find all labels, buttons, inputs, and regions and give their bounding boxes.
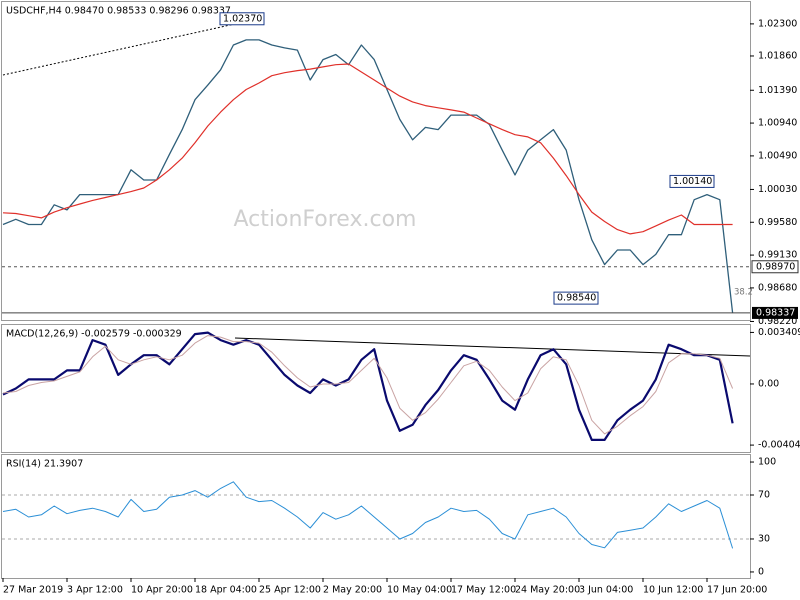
y-tick-label: 1.00940 xyxy=(758,118,797,129)
watermark: ActionForex.com xyxy=(234,207,417,232)
y-tick-label: 1.02300 xyxy=(758,18,797,29)
level-box xyxy=(751,260,799,274)
y-tick-label: 0.99130 xyxy=(758,250,797,261)
rsi-panel xyxy=(1,454,751,579)
series-line xyxy=(2,335,734,435)
y-tick-label: 70 xyxy=(758,490,770,501)
y-tick-label: 1.00490 xyxy=(758,150,797,161)
annotation-label: 0.98540 xyxy=(557,293,596,304)
y-tick-label: 0.99580 xyxy=(758,217,797,228)
y-tick-label: 0.98680 xyxy=(758,282,797,293)
x-tick-label: 17 Jun 20:00 xyxy=(707,585,767,596)
y-tick-label: 1.00030 xyxy=(758,184,797,195)
x-tick-label: 3 Jun 04:00 xyxy=(579,585,633,596)
y-tick-label: 0.98220 xyxy=(758,316,797,327)
x-tick-label: 3 Apr 12:00 xyxy=(67,585,123,596)
macd-panel xyxy=(1,324,751,453)
trend-line xyxy=(2,17,263,76)
x-tick-label: 18 Apr 04:00 xyxy=(195,585,257,596)
series-line xyxy=(2,63,733,235)
fib-label: 38.2 xyxy=(734,288,753,298)
x-tick-label: 10 May 04:00 xyxy=(387,585,452,596)
y-tick-label: 0 xyxy=(758,566,764,577)
level-label: 0.98970 xyxy=(756,261,795,272)
y-tick-label: 0.00 xyxy=(758,378,779,389)
x-tick-label: 10 Apr 20:00 xyxy=(131,585,193,596)
panel-title: MACD(12,26,9) -0.002579 -0.000329 xyxy=(6,329,182,340)
x-tick-label: 27 Mar 2019 xyxy=(3,585,63,596)
x-tick-label: 24 May 20:00 xyxy=(515,585,580,596)
annotation-box xyxy=(219,12,265,26)
macd-trend-line xyxy=(234,337,751,357)
annotation-box xyxy=(669,174,715,188)
last-price-label: 0.98337 xyxy=(756,307,795,318)
y-tick-label: 30 xyxy=(758,533,770,544)
panel-title: RSI(14) 21.3907 xyxy=(6,459,83,470)
y-tick-label: 1.01390 xyxy=(758,85,797,96)
annotation-label: 1.00140 xyxy=(673,176,712,187)
x-tick-label: 17 May 12:00 xyxy=(451,585,516,596)
annotation-box xyxy=(553,291,599,305)
x-tick-label: 10 Jun 12:00 xyxy=(643,585,703,596)
price-panel xyxy=(1,1,751,321)
y-tick-label: -0.004043 xyxy=(758,440,800,451)
y-tick-label: 1.01860 xyxy=(758,50,797,61)
y-tick-label: 100 xyxy=(758,457,776,468)
series-line xyxy=(2,39,734,313)
x-tick-label: 25 Apr 12:00 xyxy=(259,585,321,596)
last-price-box xyxy=(752,306,798,319)
x-tick-label: 2 May 20:00 xyxy=(323,585,382,596)
y-tick-label: 0.003409 xyxy=(758,327,800,338)
series-line xyxy=(2,481,734,549)
annotation-label: 1.02370 xyxy=(223,13,262,24)
panel-title: USDCHF,H4 0.98470 0.98533 0.98296 0.9833… xyxy=(6,6,231,17)
